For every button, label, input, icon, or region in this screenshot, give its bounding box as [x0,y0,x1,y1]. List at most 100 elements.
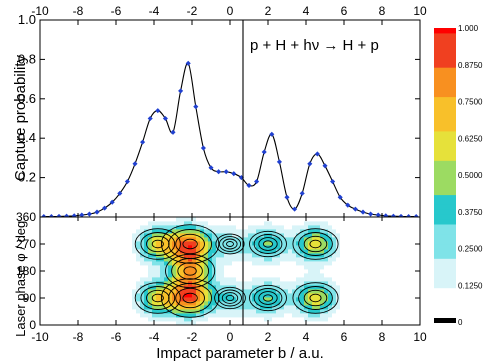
contour-line [298,232,333,256]
heatmap-cell [328,273,333,278]
heatmap-cell [104,233,109,238]
heatmap-cell [324,261,329,266]
colorbar-cell [434,292,456,298]
heatmap-cell [152,241,157,246]
heatmap-cell [328,277,333,282]
heatmap-cell [272,305,277,310]
heatmap-cell [316,285,321,290]
heatmap-cell [44,217,49,222]
heatmap-cell [44,245,49,250]
bottom-y-tick-label: 0 [29,318,36,332]
heatmap-cell [76,225,81,230]
heatmap-cell [396,301,401,306]
heatmap-cell [68,301,73,306]
heatmap-cell [48,233,53,238]
heatmap-cell [72,237,77,242]
heatmap-cell [220,221,225,226]
heatmap-cell [168,225,173,230]
colorbar-cell [434,28,456,34]
heatmap-cell [132,245,137,250]
heatmap-cell [356,289,361,294]
heatmap-cell [132,277,137,282]
heatmap-cell [148,313,153,318]
heatmap-cell [320,237,325,242]
heatmap-cell [280,253,285,258]
heatmap-cell [60,217,65,222]
heatmap-cell [340,305,345,310]
heatmap-cell [228,277,233,282]
colorbar-cell [434,189,456,196]
heatmap-cell [312,233,317,238]
heatmap-cell [156,317,161,322]
heatmap-cell [112,313,117,318]
heatmap-cell [176,233,181,238]
heatmap-cell [108,297,113,302]
top-y-tick-label: 0.8 [18,51,36,66]
heatmap-cell [136,229,141,234]
heatmap-cell [128,277,133,282]
heatmap-cell [196,261,201,266]
heatmap-cell [368,253,373,258]
heatmap-cell [196,289,201,294]
heatmap-cell [368,293,373,298]
heatmap-cell [400,241,405,246]
heatmap-cell [56,229,61,234]
heatmap-cell [272,293,277,298]
heatmap-cell [372,269,377,274]
heatmap-cell [200,245,205,250]
heatmap-cell [388,309,393,314]
heatmap-cell [108,237,113,242]
heatmap-cell [336,289,341,294]
heatmap-cell [368,285,373,290]
heatmap-cell [376,285,381,290]
heatmap-cell [60,233,65,238]
heatmap-cell [132,253,137,258]
heatmap-cell [84,273,89,278]
heatmap-cell [380,289,385,294]
heatmap-cell [112,221,117,226]
heatmap-cell [128,237,133,242]
heatmap-cell [88,285,93,290]
heatmap-cell [84,249,89,254]
heatmap-cell [108,253,113,258]
heatmap-cell [208,285,213,290]
heatmap-cell [148,305,153,310]
heatmap-cell [224,265,229,270]
heatmap-cell [116,229,121,234]
heatmap-cell [68,245,73,250]
heatmap-cell [120,281,125,286]
heatmap-cell [272,241,277,246]
heatmap-cell [184,221,189,226]
heatmap-cell [168,221,173,226]
heatmap-cell [212,321,217,325]
heatmap-cell [364,241,369,246]
heatmap-cell [344,321,349,325]
heatmap-cell [180,297,185,302]
heatmap-cell [280,317,285,322]
heatmap-cell [48,261,53,266]
heatmap-cell [308,221,313,226]
heatmap-cell [416,241,420,246]
colorbar-cell [434,116,456,122]
heatmap-cell [328,245,333,250]
heatmap-cell [184,253,189,258]
heatmap-cell [264,313,269,318]
heatmap-cell [240,217,245,222]
heatmap-cell [332,309,337,314]
heatmap-cell [44,305,49,310]
heatmap-cell [64,269,69,274]
heatmap-cell [352,293,357,298]
heatmap-cell [292,225,297,230]
heatmap-cell [72,253,77,258]
heatmap-cell [224,229,229,234]
data-point [102,205,108,211]
heatmap-cell [108,273,113,278]
heatmap-cell [176,293,181,298]
heatmap-cell [276,313,281,318]
heatmap-cell [280,233,285,238]
top-y-tick-label: 0.6 [18,91,36,106]
data-point [193,104,199,110]
heatmap-cell [180,305,185,310]
heatmap-cell [152,261,157,266]
heatmap-cell [224,225,229,230]
